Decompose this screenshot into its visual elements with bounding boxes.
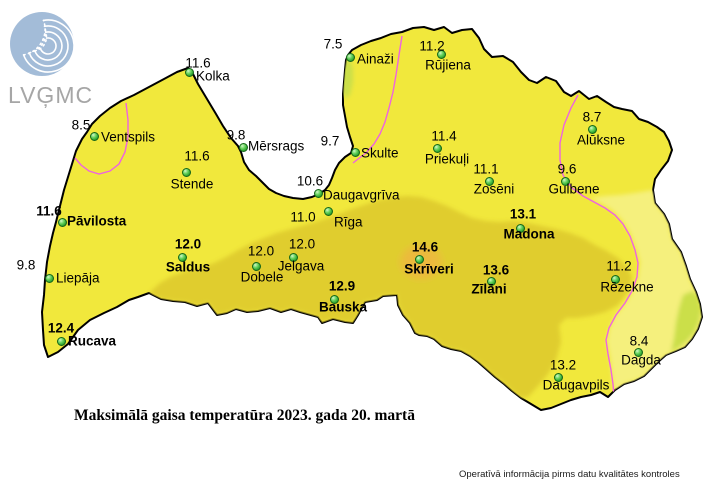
station-name-daugavgrīva: Daugavgrīva (323, 187, 400, 203)
station-name-jelgava: Jelgava (277, 258, 325, 274)
station-value-zīlāni: 13.6 (482, 262, 510, 278)
isolines (74, 35, 639, 397)
station-value-ventspils: 8.5 (71, 117, 91, 133)
station-name-liepāja: Liepāja (56, 270, 100, 286)
station-value-daugavpils: 13.2 (549, 357, 577, 373)
station-value-ainaži: 7.5 (323, 36, 343, 52)
station-name-alūksne: Alūksne (576, 132, 626, 148)
station-value-skrīveri: 14.6 (411, 239, 439, 255)
station-marker-daugavpils (553, 372, 563, 382)
station-marker-skrīveri (414, 254, 424, 264)
station-name-saldus: Saldus (165, 259, 211, 275)
station-marker-rēzekne (610, 274, 620, 284)
station-marker-madona (515, 223, 525, 233)
map-title: Maksimālā gaisa temperatūra 2023. gada 2… (74, 407, 415, 424)
station-value-rucava: 12.4 (47, 320, 75, 336)
station-name-bauska: Bauska (318, 299, 368, 315)
station-name-dagda: Dagda (621, 352, 661, 368)
station-name-madona: Madona (503, 226, 555, 242)
station-marker-zīlāni (486, 276, 496, 286)
station-marker-rucava (56, 336, 66, 346)
station-name-pāvilosta: Pāvilosta (67, 213, 127, 229)
station-marker-ventspils (89, 131, 99, 141)
station-name-mērsrags: Mērsrags (248, 138, 305, 154)
station-name-skulte: Skulte (361, 145, 399, 161)
station-marker-daugavgrīva (313, 188, 323, 198)
station-value-madona: 13.1 (509, 206, 537, 222)
station-value-skulte: 9.7 (320, 133, 340, 149)
lvgmc-logo-text: LVĢMC (8, 82, 94, 108)
isoline-east (559, 94, 639, 397)
station-name-rūjiena: Rūjiena (425, 57, 471, 73)
station-marker-dobele (251, 261, 261, 271)
station-marker-gulbene (560, 176, 570, 186)
isoline-north (352, 35, 403, 164)
station-marker-dagda (633, 347, 643, 357)
station-value-rūjiena: 11.2 (419, 38, 445, 54)
station-name-gulbene: Gulbene (548, 181, 600, 197)
station-marker-alūksne (587, 124, 597, 134)
temperature-bands (149, 57, 702, 398)
station-value-stende: 11.6 (184, 148, 210, 164)
station-marker-pāvilosta (57, 217, 67, 227)
station-marker-bauska (329, 294, 339, 304)
data-quality-note: Operatīvā informācija pirms datu kvalitā… (459, 469, 680, 480)
station-name-daugavpils: Daugavpils (542, 377, 610, 393)
station-name-kolka: Kolka (196, 68, 230, 84)
station-marker-skulte (350, 147, 360, 157)
station-name-priekuļi: Priekuļi (424, 151, 470, 167)
coolest-band-southeast (671, 291, 701, 352)
station-value-liepāja: 9.8 (16, 257, 36, 273)
station-name-rēzekne: Rēzekne (600, 279, 654, 295)
station-name-ventspils: Ventspils (101, 129, 156, 145)
station-value-alūksne: 8.7 (582, 109, 602, 125)
station-value-jelgava: 12.0 (288, 236, 316, 252)
station-name-stende: Stende (170, 176, 214, 192)
station-marker-saldus (177, 252, 187, 262)
station-marker-stende (181, 167, 191, 177)
station-value-gulbene: 9.6 (557, 161, 577, 177)
station-marker-jelgava (288, 252, 298, 262)
station-name-rīga: Rīga (334, 214, 363, 230)
station-marker-liepāja (44, 273, 54, 283)
station-value-rēzekne: 11.2 (606, 258, 632, 274)
station-name-zosēni: Zosēni (473, 181, 515, 197)
station-marker-kolka (184, 67, 194, 77)
station-value-zosēni: 11.1 (473, 161, 499, 177)
station-value-priekuļi: 11.4 (431, 128, 457, 144)
station-value-daugavgrīva: 10.6 (296, 173, 324, 189)
isoline-west (74, 102, 129, 175)
station-value-kolka: 11.6 (185, 55, 211, 71)
station-name-rucava: Rucava (68, 333, 117, 349)
station-marker-ainaži (345, 52, 355, 62)
warm-band-12plus (149, 196, 632, 398)
station-name-dobele: Dobele (240, 269, 284, 285)
station-value-dobele: 12.0 (247, 243, 275, 259)
station-value-pāvilosta: 11.6 (36, 203, 62, 219)
station-value-saldus: 12.0 (174, 236, 202, 252)
station-value-dagda: 8.4 (629, 333, 649, 349)
station-value-bauska: 12.9 (328, 278, 356, 294)
station-name-ainaži: Ainaži (357, 51, 394, 67)
station-marker-zosēni (484, 176, 494, 186)
station-marker-rīga (323, 206, 333, 216)
station-marker-mērsrags (238, 142, 248, 152)
station-value-rīga: 11.0 (290, 209, 316, 225)
cyclone-logo-icon (10, 12, 75, 76)
station-marker-priekuļi (432, 143, 442, 153)
station-name-zīlāni: Zīlāni (471, 281, 507, 297)
station-name-skrīveri: Skrīveri (404, 261, 454, 277)
station-value-mērsrags: 9.8 (226, 127, 246, 143)
lvgmc-logo: LVĢMC (0, 0, 110, 115)
station-marker-rūjiena (436, 49, 446, 59)
